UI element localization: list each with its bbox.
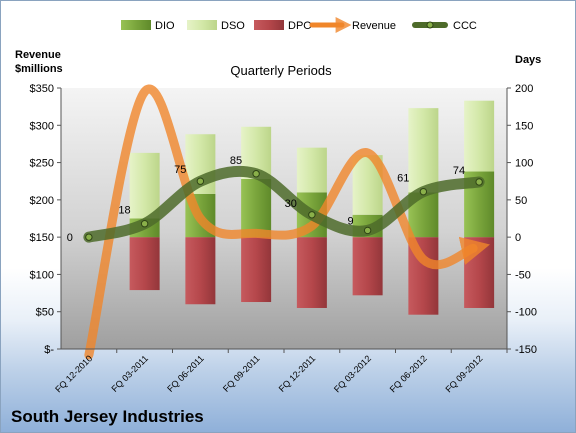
ccc-data-label: 18 bbox=[118, 205, 130, 217]
x-tick-label: FQ 06-2011 bbox=[165, 353, 206, 394]
y-left-title-line-2: $millions bbox=[15, 63, 63, 75]
company-name: South Jersey Industries bbox=[11, 407, 204, 426]
y-left-tick-label: $50 bbox=[36, 307, 54, 319]
bar-dpo bbox=[241, 237, 272, 303]
x-tick-label: FQ 06-2012 bbox=[388, 353, 429, 394]
ccc-point bbox=[308, 211, 316, 219]
legend-label-revenue: Revenue bbox=[352, 20, 396, 32]
ccc-data-label: 75 bbox=[174, 164, 186, 176]
y-right-tick-label: -50 bbox=[515, 269, 531, 281]
x-tick-label: FQ 12-2011 bbox=[277, 353, 318, 394]
y-left-tick-label: $- bbox=[44, 344, 54, 356]
legend-swatch-dpo bbox=[254, 20, 284, 30]
legend-swatch-dso bbox=[187, 20, 217, 30]
bar-dio bbox=[241, 178, 272, 238]
x-tick-label: FQ 09-2011 bbox=[221, 353, 262, 394]
y-left-tick-label: $350 bbox=[30, 83, 54, 95]
y-right-tick-label: 0 bbox=[515, 232, 521, 244]
x-tick-label: FQ 03-2012 bbox=[332, 353, 373, 394]
bar-dpo bbox=[129, 237, 160, 291]
legend-swatch-dio bbox=[121, 20, 151, 30]
ccc-data-label: 30 bbox=[285, 198, 297, 210]
legend: DIO DSO DPO Revenue CCC bbox=[121, 16, 477, 34]
revenue-line bbox=[84, 84, 490, 360]
ccc-data-label: 74 bbox=[453, 165, 465, 177]
bar-dso bbox=[464, 100, 495, 172]
legend-label-dpo: DPO bbox=[288, 20, 312, 32]
y-right-tick-label: 150 bbox=[515, 120, 533, 132]
legend-marker-ccc bbox=[426, 21, 434, 29]
y-left-tick-label: $150 bbox=[30, 232, 54, 244]
ccc-data-label: 61 bbox=[397, 173, 409, 185]
ccc-point bbox=[196, 177, 205, 185]
bar-dso bbox=[408, 108, 439, 193]
legend-label-ccc: CCC bbox=[453, 20, 477, 32]
bar-dpo bbox=[352, 237, 383, 296]
ccc-point bbox=[252, 170, 260, 178]
bar-dpo bbox=[296, 237, 327, 308]
bars bbox=[129, 100, 495, 315]
ccc-data-label: 85 bbox=[230, 155, 242, 167]
y-left-tick-label: $300 bbox=[30, 120, 54, 132]
ccc-point bbox=[363, 226, 372, 235]
legend-label-dio: DIO bbox=[155, 20, 175, 32]
y-right-title: Days bbox=[515, 54, 541, 66]
y-right-tick-label: 50 bbox=[515, 195, 527, 207]
x-tick-label: FQ 12-2010 bbox=[53, 353, 94, 394]
bar-dso bbox=[296, 147, 327, 193]
ccc-data-label: 0 bbox=[67, 232, 73, 244]
ccc-point bbox=[85, 233, 93, 241]
y-left-tick-label: $200 bbox=[30, 195, 54, 207]
ccc-point bbox=[419, 187, 428, 196]
ccc-point bbox=[475, 178, 483, 186]
ccc-point bbox=[140, 220, 149, 228]
ccc-line: 0 18 75 85 30 9 61 74 bbox=[67, 155, 485, 244]
x-tick-label: FQ 03-2011 bbox=[109, 353, 150, 394]
chart-title: Quarterly Periods bbox=[230, 63, 332, 78]
y-right-tick-label: 200 bbox=[515, 83, 533, 95]
y-right-tick-label: -150 bbox=[515, 344, 537, 356]
y-left-title-line-1: Revenue bbox=[15, 49, 61, 61]
ccc-series-line bbox=[83, 165, 485, 243]
ccc-data-label: 9 bbox=[348, 215, 354, 227]
y-left-tick-label: $100 bbox=[30, 269, 54, 281]
revenue-series-line bbox=[84, 84, 490, 360]
bar-dso bbox=[129, 152, 160, 219]
y-right-tick-label: 100 bbox=[515, 158, 533, 170]
x-tick-label: FQ 09-2012 bbox=[444, 353, 485, 394]
legend-label-dso: DSO bbox=[221, 20, 245, 32]
y-right-tick-label: -100 bbox=[515, 307, 537, 319]
bar-dpo bbox=[185, 237, 216, 305]
y-left-tick-label: $250 bbox=[30, 158, 54, 170]
